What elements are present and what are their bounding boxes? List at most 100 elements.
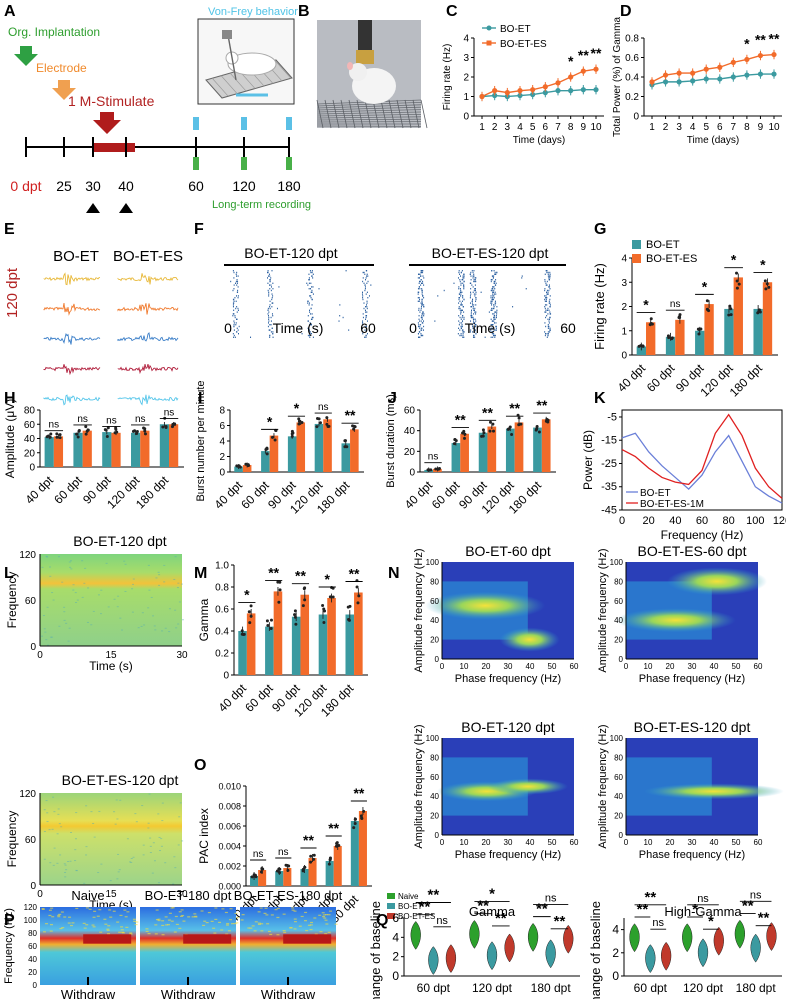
photo-grid (316, 114, 422, 117)
spike (308, 273, 310, 275)
noise-speck (58, 625, 61, 627)
raster-x0: 0 (224, 320, 232, 336)
spike (474, 318, 476, 320)
data-dot (135, 429, 139, 433)
panelC-point (555, 80, 561, 86)
spike (418, 315, 420, 317)
speck (324, 933, 328, 935)
spike (473, 322, 475, 324)
noise-speck (180, 583, 183, 585)
spike (475, 298, 477, 301)
noise-speck (131, 588, 134, 590)
speck (93, 910, 97, 912)
spike (310, 295, 312, 297)
timeline-tick-label: 0 dpt (10, 178, 41, 194)
legend-label: Naive (398, 892, 419, 901)
spike (480, 291, 482, 293)
spike (470, 329, 472, 331)
panelI-ylabel: Burst number per minute (195, 380, 207, 501)
speck (293, 910, 297, 912)
noise-speck (177, 582, 180, 584)
spike (364, 288, 366, 290)
x-tick-label: 10 (644, 838, 653, 847)
legend-label: BO-ET (500, 24, 531, 35)
spike (488, 311, 490, 313)
spike (550, 313, 552, 315)
spike (494, 316, 496, 319)
spike (461, 304, 463, 306)
spike (475, 324, 477, 326)
y-tick-label: 0 (435, 655, 440, 664)
noise-speck (81, 596, 84, 598)
significance-mark: ** (554, 913, 566, 930)
x-tick-label: 5 (530, 122, 536, 133)
speck (91, 924, 95, 926)
withdraw-spectrogram (40, 907, 136, 985)
spike (474, 289, 476, 292)
spike (312, 277, 314, 279)
withdraw-spectrogram (240, 907, 336, 985)
spike (365, 306, 367, 308)
panelG-bar-0-0 (636, 346, 647, 355)
panelC-point (479, 93, 485, 100)
org-implantation-label: Org. Implantation (8, 25, 100, 39)
panelC-point (555, 88, 561, 94)
spike (460, 302, 462, 304)
data-dot (491, 422, 495, 426)
spike (490, 324, 492, 326)
y-tick-label: 0.8 (215, 583, 229, 594)
speck (92, 926, 96, 928)
violin-highgamma-violin-2-1 (750, 933, 761, 963)
photo-grid (396, 99, 404, 129)
spike (309, 333, 311, 335)
noise-speck (53, 847, 56, 849)
spike (310, 333, 312, 335)
x-tick-label: 9 (758, 122, 764, 133)
speck (103, 918, 107, 920)
data-dot (321, 603, 325, 607)
trace-4-0 (43, 394, 101, 406)
panel-letter-A: A (4, 3, 16, 20)
data-dot (143, 429, 147, 433)
x-tick-label: 60 (570, 662, 579, 671)
spike (420, 334, 422, 337)
spike (269, 279, 271, 281)
trace-1-0 (43, 303, 101, 316)
speck (180, 909, 184, 911)
spike (422, 313, 424, 315)
y-tick-label: 80 (430, 753, 439, 762)
noise-speck (159, 850, 162, 852)
data-dot (355, 585, 359, 589)
noise-speck (63, 606, 66, 608)
spike (472, 331, 474, 333)
spike (267, 275, 269, 277)
panelC-point (504, 90, 510, 96)
spike (270, 320, 272, 322)
spike (362, 280, 364, 283)
noise-speck (85, 846, 88, 848)
spike (490, 300, 492, 302)
noise-speck (97, 594, 100, 596)
spike (418, 282, 420, 284)
panelO-bar-0-0 (250, 876, 259, 886)
category-label: 60 dpt (51, 473, 85, 507)
spike (307, 300, 309, 302)
data-dot (462, 429, 466, 433)
spike (267, 325, 269, 328)
spike (270, 331, 272, 333)
noise-speck (168, 608, 171, 610)
comod-hotspot (488, 778, 568, 795)
spike (493, 316, 495, 319)
probe-handle (222, 30, 232, 39)
spike (458, 271, 460, 274)
significance-mark: ** (303, 832, 314, 848)
spike (462, 295, 464, 297)
spike (473, 275, 475, 277)
spike (421, 302, 423, 304)
mouse-ear (347, 62, 353, 70)
spike (547, 325, 549, 328)
speck (260, 930, 264, 932)
speck (124, 916, 128, 918)
y-tick-label: 80 (614, 577, 623, 586)
